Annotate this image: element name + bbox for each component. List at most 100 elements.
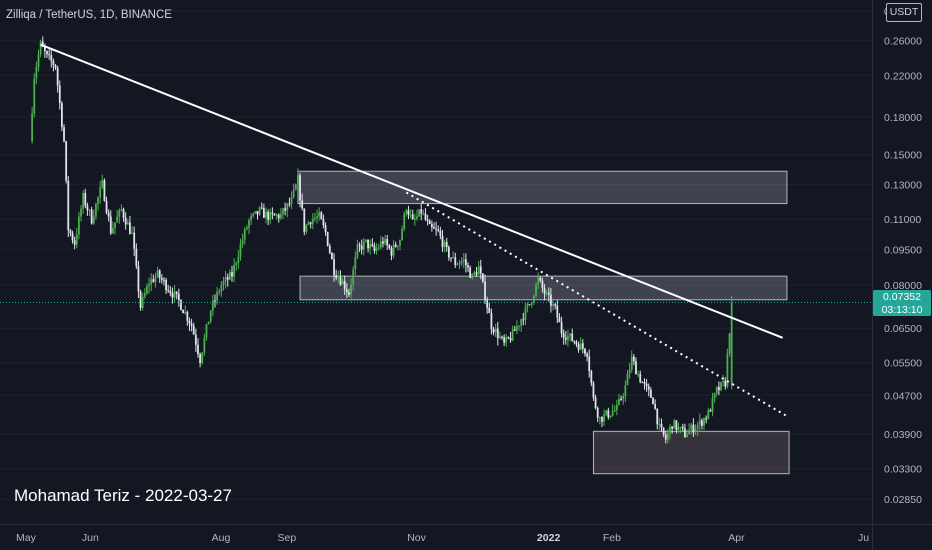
candle	[524, 302, 527, 326]
candle-body	[194, 334, 197, 345]
candle	[560, 316, 563, 338]
candle	[490, 308, 493, 335]
candle-body	[501, 336, 503, 338]
candle-body	[135, 248, 138, 267]
candle	[299, 173, 301, 208]
candle	[173, 285, 176, 303]
candle-body	[454, 257, 457, 265]
candle-body	[692, 424, 695, 433]
currency-badge[interactable]: USDT	[886, 3, 922, 22]
candle-body	[282, 208, 284, 214]
time-tick-label: Ju	[858, 532, 869, 544]
candle	[203, 333, 206, 357]
candle	[592, 381, 595, 401]
candle	[305, 223, 308, 235]
candle-body	[552, 304, 554, 306]
candle-body	[481, 273, 484, 282]
candle-body	[199, 354, 202, 363]
candle-body	[418, 209, 421, 217]
candle-body	[294, 184, 297, 190]
price-axis[interactable]: 0.300000.260000.220000.180000.150000.130…	[872, 0, 923, 550]
candle-body	[660, 423, 663, 428]
candle	[165, 277, 167, 295]
candle	[700, 418, 703, 430]
candle	[722, 374, 725, 387]
candle-body	[331, 252, 333, 260]
time-axis[interactable]: May Jun Aug Sep Nov 2022 Feb Apr Ju	[0, 524, 932, 545]
candle	[367, 239, 369, 253]
candle-body	[67, 180, 70, 231]
candle-body	[286, 203, 289, 211]
candle-body	[726, 353, 729, 387]
candle-body	[122, 209, 125, 218]
candle-body	[443, 241, 446, 248]
candle	[505, 333, 508, 347]
candle-body	[611, 411, 614, 416]
candle	[167, 284, 170, 293]
candle	[518, 325, 520, 331]
candle-body	[226, 277, 229, 280]
candle-body	[622, 395, 625, 399]
candle	[339, 270, 342, 286]
candle	[169, 286, 172, 297]
candle-body	[624, 385, 627, 396]
candle	[703, 417, 705, 431]
candle-body	[450, 257, 452, 259]
candle	[713, 392, 716, 403]
candle	[90, 206, 93, 225]
candle	[139, 289, 142, 311]
candle-body	[605, 410, 608, 415]
candle-body	[333, 259, 335, 276]
candle-body	[316, 216, 318, 218]
candle-body	[373, 245, 376, 251]
candle	[390, 245, 393, 261]
candle	[252, 212, 255, 218]
candle-body	[426, 219, 429, 222]
candle	[541, 277, 544, 293]
candle	[552, 300, 554, 311]
candle	[635, 357, 637, 375]
candle-body	[233, 264, 236, 277]
candle-body	[594, 397, 597, 409]
candle	[424, 207, 427, 222]
time-tick-label: Nov	[407, 532, 426, 544]
candle-body	[533, 295, 535, 303]
candle-body	[541, 280, 544, 289]
candle-body	[65, 141, 68, 181]
candle	[186, 310, 189, 326]
candle	[103, 178, 106, 202]
candle	[643, 378, 646, 390]
candle	[681, 423, 684, 431]
candle-body	[637, 374, 640, 376]
candle-body	[626, 373, 629, 386]
candle	[598, 416, 601, 425]
candle	[290, 191, 293, 210]
candle	[133, 226, 136, 257]
candle	[475, 266, 478, 277]
candle	[292, 183, 295, 199]
candle	[184, 305, 187, 315]
candle-body	[131, 232, 133, 234]
candle-body	[673, 420, 676, 429]
candle	[516, 320, 518, 334]
time-tick-label: 2022	[537, 532, 561, 544]
candle-body	[80, 208, 82, 217]
candle	[63, 124, 65, 143]
candle	[454, 252, 457, 269]
candle-body	[124, 217, 127, 225]
candle-body	[437, 229, 440, 231]
candle-body	[201, 352, 204, 363]
candle	[535, 282, 537, 298]
candle-body	[169, 290, 172, 294]
time-tick-label: Feb	[603, 532, 621, 544]
candle-body	[499, 336, 501, 339]
candle	[56, 65, 59, 93]
price-zone	[299, 275, 788, 301]
candle	[558, 313, 561, 323]
candle	[131, 226, 133, 235]
candle-body	[464, 259, 467, 266]
candle-body	[390, 248, 393, 256]
candle-body	[422, 213, 425, 215]
candle-body	[73, 240, 76, 245]
